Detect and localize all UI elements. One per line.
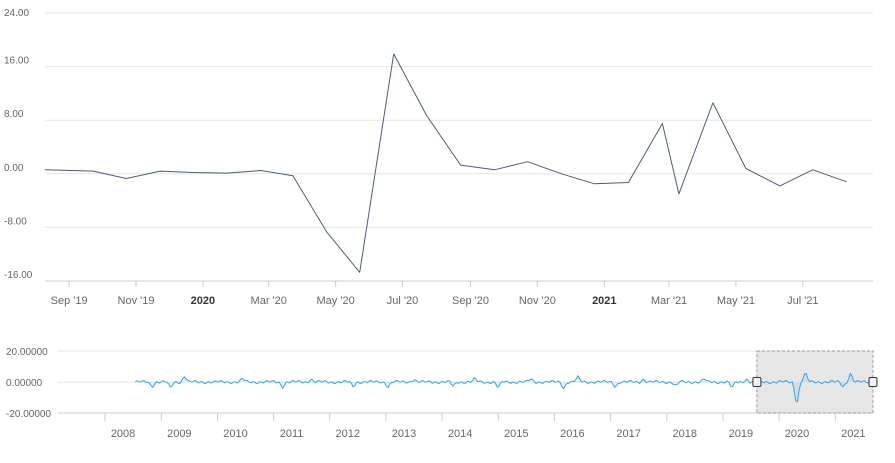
navigator-x-tick-label: 2018 — [673, 428, 697, 440]
y-tick-label: 0.00 — [4, 163, 24, 174]
x-tick-label: Mar '21 — [651, 295, 687, 307]
x-tick-label: Mar '20 — [251, 295, 287, 307]
x-tick-label: May '21 — [717, 295, 755, 307]
navigator-x-tick-label: 2013 — [392, 428, 416, 440]
navigator-series-line — [134, 372, 874, 403]
main-plot-area — [41, 50, 851, 276]
data-point[interactable] — [289, 172, 297, 180]
navigator-x-tick-label: 2011 — [280, 428, 304, 440]
y-tick-label: 24.00 — [4, 8, 29, 19]
data-point[interactable] — [675, 190, 683, 198]
data-point[interactable] — [257, 166, 265, 174]
y-tick-label: -8.00 — [4, 216, 27, 227]
x-tick-label: 2021 — [592, 295, 616, 307]
navigator-x-tick-label: 2017 — [616, 428, 640, 440]
data-point[interactable] — [423, 112, 431, 120]
navigator-handle-left[interactable] — [752, 377, 762, 387]
navigator-y-tick-label: 20.00000 — [6, 347, 48, 358]
y-tick-label: 16.00 — [4, 56, 29, 67]
main-grid — [45, 12, 873, 282]
navigator-x-tick-label: 2021 — [841, 428, 865, 440]
data-point[interactable] — [558, 170, 566, 178]
data-point[interactable] — [709, 99, 717, 107]
data-point[interactable] — [189, 168, 197, 176]
data-point[interactable] — [457, 161, 465, 169]
navigator-x-tick-label: 2020 — [785, 428, 809, 440]
data-point[interactable] — [122, 174, 130, 182]
navigator-y-tick-label: 0.00000 — [6, 378, 43, 389]
main-x-axis: Sep '19 Nov '19 2020 Mar '20 May '20 Jul '20 S… — [51, 281, 819, 307]
data-point[interactable] — [624, 179, 632, 187]
data-point[interactable] — [223, 169, 231, 177]
data-point[interactable] — [89, 167, 97, 175]
data-point[interactable] — [658, 120, 666, 128]
x-tick-label: Sep '20 — [452, 295, 489, 307]
x-tick-label: May '20 — [317, 295, 355, 307]
navigator-y-tick-label: -20.00000 — [6, 409, 51, 420]
data-point[interactable] — [776, 182, 784, 190]
navigator-x-tick-label: 2016 — [560, 428, 584, 440]
data-point[interactable] — [390, 50, 398, 58]
data-point[interactable] — [742, 164, 750, 172]
navigator-series — [134, 372, 874, 403]
data-point[interactable] — [356, 268, 364, 276]
data-point[interactable] — [491, 166, 499, 174]
y-tick-label: 8.00 — [4, 109, 24, 120]
data-point[interactable] — [524, 158, 532, 166]
x-tick-label: Nov '20 — [519, 295, 556, 307]
data-point[interactable] — [590, 180, 598, 188]
navigator-selection[interactable] — [752, 350, 878, 414]
navigator-x-tick-label: 2019 — [729, 428, 753, 440]
data-point[interactable] — [843, 178, 851, 186]
navigator-x-tick-label: 2015 — [504, 428, 528, 440]
main-y-axis: 24.00 16.00 8.00 0.00 -8.00 -16.00 — [4, 8, 33, 281]
series-line-0 — [44, 53, 847, 273]
data-point[interactable] — [809, 166, 817, 174]
navigator-x-tick-label: 2010 — [223, 428, 247, 440]
x-tick-label: Jul '21 — [787, 295, 818, 307]
data-point[interactable] — [156, 167, 164, 175]
data-point[interactable] — [323, 228, 331, 236]
navigator-x-tick-label: 2012 — [335, 428, 359, 440]
x-tick-label: Nov '19 — [118, 295, 155, 307]
navigator-handle-right[interactable] — [868, 377, 878, 387]
y-tick-label: -16.00 — [4, 270, 33, 281]
x-tick-label: Sep '19 — [51, 295, 88, 307]
navigator-x-axis: 2008 2009 2010 2011 2012 2013 2014 2015 2016 2017… — [104, 413, 866, 440]
data-point[interactable] — [41, 166, 49, 174]
navigator-x-tick-label: 2009 — [167, 428, 191, 440]
navigator-x-tick-label: 2008 — [111, 428, 135, 440]
x-tick-label: 2020 — [191, 295, 215, 307]
navigator-x-tick-label: 2014 — [448, 428, 472, 440]
x-tick-label: Jul '20 — [387, 295, 418, 307]
